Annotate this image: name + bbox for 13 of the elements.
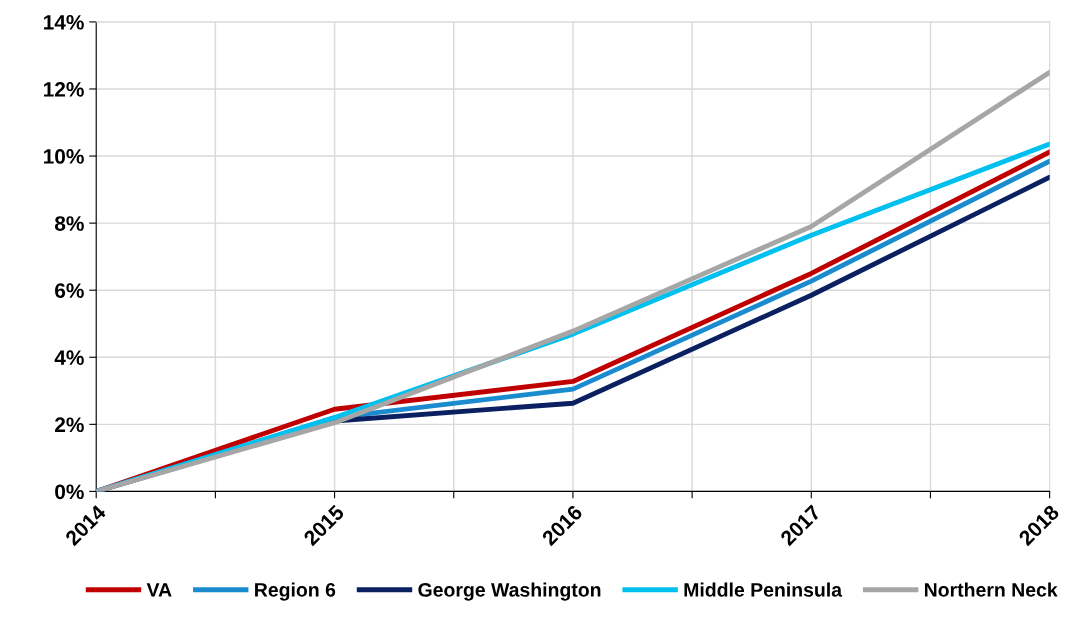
y-tick-label: 0% (55, 484, 84, 500)
y-tick-label: 4% (54, 350, 84, 365)
y-tick-label: 6% (55, 283, 84, 298)
legend-label: Northern Neck (924, 582, 1058, 597)
legend-label: VA (146, 583, 172, 597)
legend-label: George Washington (418, 582, 601, 601)
y-tick-label: 12% (44, 81, 84, 97)
y-tick-label: 2% (55, 417, 84, 433)
legend-label: Middle Peninsula (684, 582, 843, 597)
y-tick-label: 14% (44, 14, 84, 30)
y-tick-label: 10% (44, 149, 84, 164)
y-tick-label: 8% (54, 216, 84, 231)
legend-label: Region 6 (255, 582, 336, 601)
